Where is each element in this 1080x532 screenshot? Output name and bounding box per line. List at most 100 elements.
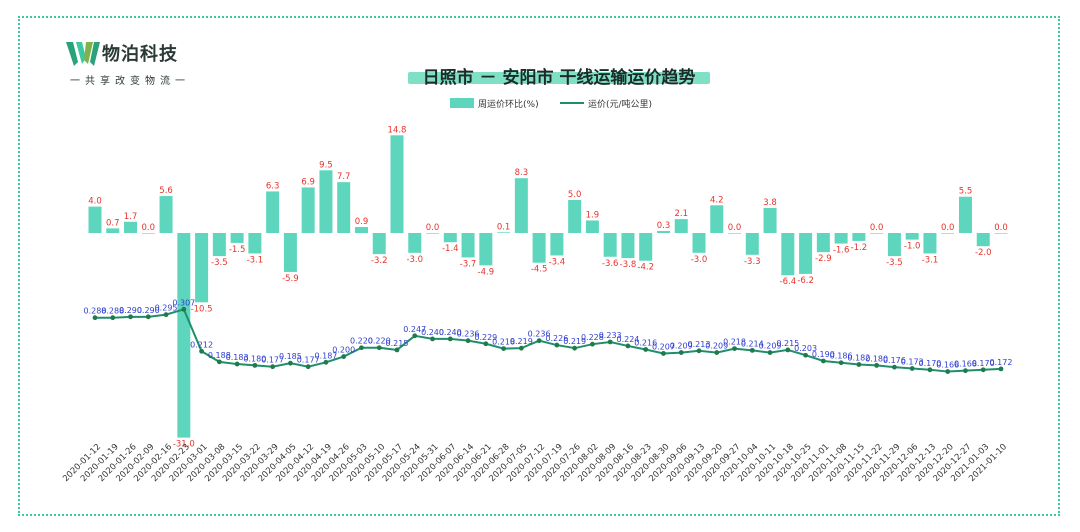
bar-data-label: 6.3	[266, 181, 280, 191]
price-data-label: 0.177	[261, 356, 284, 365]
bar	[248, 233, 262, 254]
bar	[674, 219, 688, 233]
price-point	[909, 366, 915, 371]
price-data-label: 0.218	[492, 338, 515, 347]
chart-title: 日照市 － 安阳市 干线运输运价趋势	[423, 67, 696, 88]
bar	[266, 191, 280, 233]
price-point	[607, 339, 613, 345]
price-data-label: 0.233	[599, 331, 622, 340]
price-point	[181, 306, 187, 312]
bar	[124, 221, 138, 233]
brand-logo: 物泊科技 一共享改变物流一	[66, 38, 206, 88]
bar	[781, 233, 795, 276]
price-point	[163, 312, 169, 318]
bar	[354, 227, 368, 233]
price-data-label: 0.220	[368, 337, 391, 346]
bar-data-label: 1.7	[124, 212, 138, 222]
bar-data-label: -3.1	[922, 255, 939, 265]
bar	[479, 233, 493, 266]
price-point	[394, 347, 400, 353]
price-point	[732, 346, 737, 352]
bar-data-label: 14.8	[388, 125, 407, 135]
bar-data-label: -3.0	[691, 255, 708, 265]
bar	[834, 233, 848, 244]
price-point	[465, 338, 471, 344]
chart-legend: 周运价环比(%) 运价(元/吨公里)	[450, 98, 652, 110]
price-data-label: 0.214	[741, 339, 764, 348]
bar	[994, 233, 1008, 234]
logo-w-icon	[66, 42, 100, 66]
bar-data-label: -1.0	[904, 242, 921, 252]
bar-data-label: 4.2	[710, 195, 724, 205]
price-data-label: 0.236	[528, 330, 551, 339]
price-data-label: 0.203	[794, 344, 817, 353]
price-point	[696, 348, 702, 354]
price-point	[678, 350, 684, 355]
bar-data-label: 0.9	[355, 217, 369, 227]
price-point	[643, 347, 649, 352]
bar-data-label: 8.3	[515, 168, 529, 178]
price-point	[625, 343, 631, 349]
x-axis-labels: 2020-01-122020-01-192020-01-262020-02-09…	[61, 442, 1009, 484]
price-point	[998, 366, 1004, 372]
bar-data-label: 0.0	[728, 223, 742, 233]
price-data-label: 0.190	[812, 350, 835, 359]
price-point	[945, 369, 951, 374]
bar-data-label: -6.2	[797, 276, 814, 286]
price-point	[110, 315, 116, 321]
brand-slogan: 一共享改变物流一	[70, 76, 190, 87]
price-data-label: 0.288	[101, 307, 124, 316]
bar-data-label: 9.5	[319, 160, 333, 170]
bar-data-label: -3.5	[886, 258, 903, 268]
bar-data-label: 3.8	[763, 198, 777, 208]
bar	[372, 233, 386, 255]
bar-series: 4.00.71.70.05.6-31.0-10.5-3.5-1.5-3.16.3…	[88, 125, 1008, 449]
price-point	[252, 362, 258, 368]
price-data-label: 0.209	[759, 342, 782, 351]
price-data-label: 0.168	[954, 360, 977, 369]
price-data-label: 0.226	[545, 334, 568, 343]
bar-data-label: -31.0	[173, 440, 195, 450]
price-data-label: 0.307	[172, 298, 195, 307]
price-point	[270, 364, 276, 370]
price-point	[927, 367, 933, 373]
bar	[710, 205, 724, 233]
bar	[799, 233, 813, 274]
bar-data-label: 5.5	[959, 187, 973, 197]
bar-data-label: 0.0	[870, 223, 884, 233]
bar-data-label: -4.9	[478, 267, 495, 277]
bar-data-label: 4.0	[88, 197, 102, 207]
price-point	[661, 351, 666, 356]
price-data-label: 0.166	[936, 361, 959, 370]
bar	[497, 232, 511, 233]
bar	[692, 233, 706, 253]
price-data-label: 0.209	[705, 342, 728, 351]
bar-data-label: -3.2	[371, 256, 388, 266]
price-data-label: 0.187	[314, 351, 337, 360]
bar-data-label: -6.4	[780, 277, 797, 287]
bar-data-label: 0.0	[142, 223, 156, 233]
price-point	[980, 367, 986, 373]
bar	[763, 207, 777, 233]
bar	[585, 220, 599, 233]
price-data-label: 0.200	[332, 346, 355, 355]
price-point	[785, 347, 791, 353]
bar-data-label: -3.3	[744, 257, 761, 267]
bar-data-label: -2.9	[815, 254, 832, 264]
price-data-label: 0.173	[901, 357, 924, 366]
line-series: 0.2880.2880.2900.2900.2950.3070.2120.188…	[84, 298, 1012, 374]
bar	[958, 196, 972, 233]
price-point	[145, 314, 151, 320]
price-data-label: 0.185	[279, 352, 302, 361]
price-data-label: 0.188	[208, 351, 231, 360]
bar	[230, 233, 244, 243]
price-point	[554, 342, 560, 348]
price-data-label: 0.290	[137, 306, 160, 315]
bar	[106, 228, 120, 233]
bar-data-label: -3.8	[620, 260, 637, 270]
price-data-label: 0.212	[190, 340, 213, 349]
price-data-label: 0.229	[474, 333, 497, 342]
price-point	[892, 364, 897, 370]
price-data-label: 0.220	[350, 337, 373, 346]
price-point	[714, 350, 720, 355]
